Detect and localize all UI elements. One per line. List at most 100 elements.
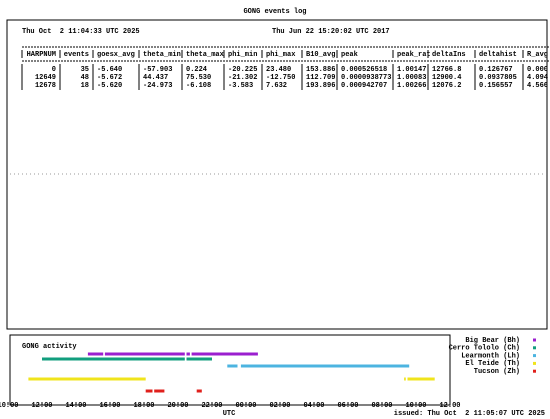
table-cell: -20.225	[228, 66, 257, 74]
activity-bar	[186, 352, 190, 356]
activity-bar	[240, 364, 410, 368]
table-cell: 12900.4	[432, 74, 461, 82]
legend-label: Tucson (Zh)	[474, 368, 520, 376]
x-tick-label: 18:00	[133, 402, 154, 410]
table-cell: 0.0937805	[479, 74, 517, 82]
x-tick-label: 08:00	[371, 402, 392, 410]
activity-bar	[154, 389, 165, 393]
table-cell: -5.620	[97, 82, 122, 90]
legend-label: Learmonth (Lh)	[461, 352, 520, 360]
activity-bar	[404, 377, 406, 381]
table-cell: 1.00266	[397, 82, 426, 90]
table-cell: 0	[52, 66, 56, 74]
column-header: theta_min	[143, 51, 181, 59]
table-cell: 1.00083	[397, 74, 426, 82]
table-cell: 4.566	[527, 82, 548, 90]
legend-label: El Teide (Th)	[465, 360, 520, 368]
table-cell: 44.437	[143, 74, 168, 82]
x-tick-label: 12:00	[31, 402, 52, 410]
x-tick-label: 16:00	[99, 402, 120, 410]
table-cell: -57.903	[143, 66, 172, 74]
table-cell: 1.00147	[397, 66, 426, 74]
x-tick-label: 14:00	[65, 402, 86, 410]
x-tick-label: 00:00	[235, 402, 256, 410]
table-cell: 4.094	[527, 74, 548, 82]
table-cell: 0.126767	[479, 66, 513, 74]
activity-bar	[145, 389, 153, 393]
activity-bar	[186, 357, 212, 361]
activity-bar	[196, 389, 202, 393]
table-cell: 193.896	[306, 82, 335, 90]
activity-bar	[227, 364, 238, 368]
activity-bar	[407, 377, 435, 381]
table-cell: 0.156557	[479, 82, 513, 90]
table-cell: -5.640	[97, 66, 122, 74]
column-header: phi_min	[228, 51, 257, 59]
table-cell: -3.583	[228, 82, 253, 90]
legend-label: Big Bear (Bh)	[465, 337, 520, 345]
legend-swatch	[533, 338, 536, 342]
table-cell: -5.672	[97, 74, 122, 82]
log-frame	[6, 19, 548, 330]
table-cell: 35	[81, 66, 89, 74]
table-cell: 0.0000938773	[341, 74, 391, 82]
column-header: events	[64, 51, 89, 59]
table-cell: 12766.8	[432, 66, 461, 74]
table-cell: 0.000526518	[341, 66, 387, 74]
header-left: Thu Oct 2 11:04:33 UTC 2025	[22, 28, 140, 36]
column-header: R_avg	[527, 51, 548, 59]
table-cell: 112.709	[306, 74, 335, 82]
column-header: phi_max	[266, 51, 296, 59]
legend-label: Cerro Tololo (Ch)	[449, 345, 520, 353]
header-right: Thu Jun 22 15:20:02 UTC 2017	[272, 28, 390, 36]
column-header: deltahist	[479, 51, 517, 59]
table-cell: -6.108	[186, 82, 211, 90]
x-tick-label: 02:00	[269, 402, 290, 410]
x-tick-label: 04:00	[303, 402, 324, 410]
column-header: peak_rat	[397, 51, 431, 59]
table-cell: 153.886	[306, 66, 335, 74]
table-cell: 0.000	[527, 66, 548, 74]
x-tick-label: 10:00	[405, 402, 426, 410]
table-cell: 12678	[35, 82, 56, 90]
table-cell: 7.632	[266, 82, 287, 90]
column-header: HARPNUM	[27, 51, 56, 59]
table-cell: 12649	[35, 74, 56, 82]
activity-bar	[28, 377, 146, 381]
footer: issued: Thu Oct 2 11:05:07 UTC 2025	[394, 410, 545, 418]
legend-swatch	[533, 354, 536, 358]
x-tick-label: 12:00	[439, 402, 460, 410]
x-tick-label: 06:00	[337, 402, 358, 410]
table-cell: 18	[81, 82, 89, 90]
column-header: theta_max	[186, 51, 225, 59]
table-cell: -12.750	[266, 74, 295, 82]
x-tick-label: 22:00	[201, 402, 222, 410]
legend-swatch	[533, 346, 536, 350]
table-cell: 0.000942707	[341, 82, 387, 90]
table-cell: 12076.2	[432, 82, 461, 90]
column-header: B10_avg	[306, 51, 335, 59]
x-tick-label: 10:00	[0, 402, 19, 410]
table-cell: -24.973	[143, 82, 172, 90]
table-cell: 75.530	[186, 74, 211, 82]
activity-frame	[9, 334, 451, 406]
activity-bar	[42, 357, 185, 361]
activity-bar	[87, 352, 104, 356]
activity-title: GONG activity	[22, 343, 77, 351]
table-cell: 48	[81, 74, 89, 82]
activity-bar	[104, 352, 185, 356]
activity-bar	[191, 352, 258, 356]
column-header: goesx_avg	[97, 51, 135, 59]
table-cell: 0.224	[186, 66, 207, 74]
table-cell: -21.302	[228, 74, 257, 82]
column-header: peak	[341, 51, 358, 59]
table-cell: 23.480	[266, 66, 291, 74]
column-header: deltaIns	[432, 51, 466, 59]
legend-swatch	[533, 369, 536, 373]
page-title: GONG events log	[243, 8, 306, 16]
x-axis-label: UTC	[223, 410, 236, 418]
legend-swatch	[533, 361, 536, 365]
x-tick-label: 20:00	[167, 402, 188, 410]
